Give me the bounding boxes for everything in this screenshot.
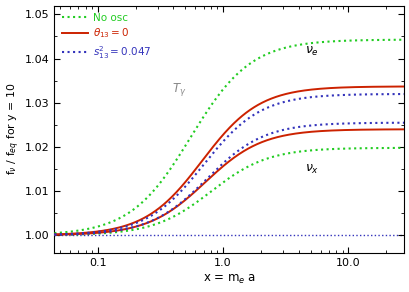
X-axis label: x = m$_e$ a: x = m$_e$ a bbox=[202, 273, 255, 286]
Text: $\nu_e$: $\nu_e$ bbox=[304, 45, 318, 58]
Legend: No osc, $\theta_{13}=0$, $s^2_{13}=0.047$: No osc, $\theta_{13}=0$, $s^2_{13}=0.047… bbox=[59, 11, 153, 63]
Text: $T_\gamma$: $T_\gamma$ bbox=[171, 81, 186, 98]
Y-axis label: f$_\nu$ / f$_{eq}$ for y = 10: f$_\nu$ / f$_{eq}$ for y = 10 bbox=[6, 83, 22, 175]
Text: $\nu_x$: $\nu_x$ bbox=[304, 163, 319, 176]
